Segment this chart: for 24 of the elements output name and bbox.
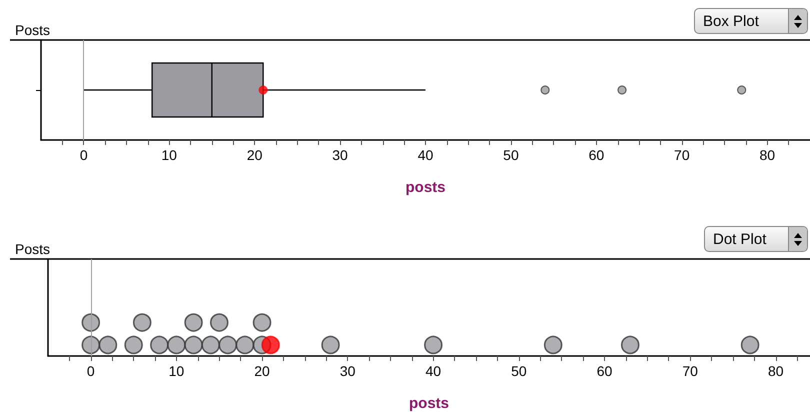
- x-tick-label: 80: [759, 147, 776, 163]
- chart-title: Posts: [15, 22, 50, 38]
- x-tick-label: 10: [168, 363, 184, 379]
- x-tick-label: 70: [682, 363, 698, 379]
- x-tick-label: 20: [246, 147, 263, 163]
- x-tick-label: 60: [596, 363, 613, 379]
- x-tick-label: 40: [425, 363, 442, 379]
- x-tick-label: 40: [418, 147, 434, 163]
- x-tick-label: 30: [340, 363, 356, 379]
- x-tick-label: 70: [674, 147, 690, 163]
- x-tick-label: 0: [86, 363, 95, 379]
- chart-title: Posts: [15, 241, 50, 257]
- x-axis-title: posts: [408, 395, 450, 412]
- x-tick-label: 80: [768, 363, 784, 379]
- x-tick-label: 0: [80, 147, 88, 163]
- x-tick-label: 50: [511, 363, 527, 379]
- dropdown: Dot Plot: [704, 226, 808, 252]
- x-tick-label: 20: [254, 363, 270, 379]
- x-tick-label: 60: [588, 147, 604, 163]
- x-tick-label: 50: [503, 147, 519, 163]
- x-tick-label: 10: [161, 147, 178, 163]
- dropdown: Box Plot: [694, 8, 808, 34]
- x-tick-label: 30: [332, 147, 348, 163]
- x-axis-title: posts: [405, 179, 446, 196]
